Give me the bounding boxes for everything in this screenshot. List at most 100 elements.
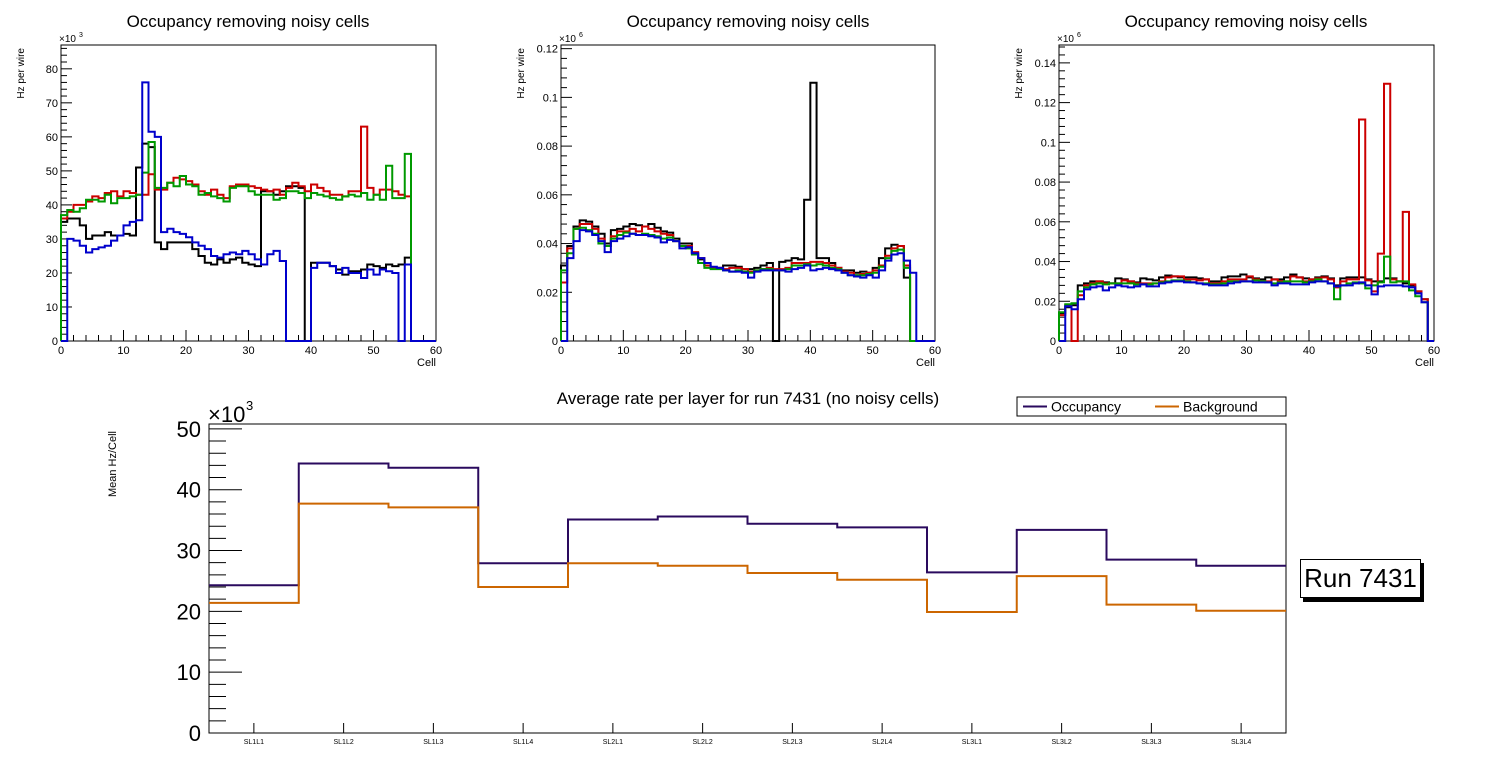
- x-axis-label: Cell: [1415, 357, 1434, 369]
- legend-label-background: Background: [1183, 399, 1258, 415]
- x-tick-label: 0: [1056, 345, 1062, 357]
- y-tick-label: 10: [46, 302, 58, 314]
- x-category-label: SL3L1: [962, 739, 982, 746]
- x-tick-label: 60: [929, 345, 941, 357]
- y-tick-label: 0.04: [1035, 257, 1056, 269]
- x-tick-label: 20: [1178, 345, 1190, 357]
- y-axis-label: Mean Hz/Cell: [107, 431, 119, 497]
- legend-label-occupancy: Occupancy: [1051, 399, 1121, 415]
- series-black-line: [60, 142, 436, 342]
- x-category-label: SL1L1: [244, 739, 264, 746]
- y-tick-label: 50: [46, 166, 58, 178]
- x-category-label: SL1L2: [334, 739, 354, 746]
- y-exponent-label: 3: [246, 398, 253, 413]
- y-tick-label: 0.12: [1035, 98, 1056, 110]
- x-tick-label: 60: [430, 345, 442, 357]
- y-tick-label: 60: [46, 132, 58, 144]
- y-axis-label: Hz per wire: [516, 48, 527, 99]
- y-exponent-label: 6: [579, 32, 583, 39]
- x-category-label: SL1L3: [423, 739, 443, 746]
- y-tick-label: 0.14: [1035, 58, 1056, 70]
- y-multiplier-label: ×10: [208, 402, 245, 427]
- y-tick-label: 40: [177, 478, 201, 503]
- series-occupancy-line: [209, 462, 1286, 587]
- x-axis-label: Cell: [916, 357, 935, 369]
- series-red-line: [1058, 82, 1434, 342]
- y-tick-label: 0.1: [1041, 137, 1056, 149]
- y-tick-label: 0: [189, 721, 201, 746]
- y-tick-label: 0.08: [537, 141, 558, 153]
- series-green-line: [560, 226, 935, 342]
- series-blue-line: [1059, 280, 1434, 342]
- x-tick-label: 40: [1303, 345, 1315, 357]
- series-black-line: [560, 81, 935, 342]
- series-green-line: [1058, 255, 1434, 342]
- x-tick-label: 30: [742, 345, 754, 357]
- y-axis-label: Hz per wire: [1014, 48, 1025, 99]
- series-blue-line: [61, 81, 436, 342]
- run-annotation-box: Run 7431: [1300, 559, 1421, 598]
- y-tick-label: 50: [177, 417, 201, 442]
- y-tick-label: 40: [46, 200, 58, 212]
- run-annotation-text: Run 7431: [1304, 563, 1417, 593]
- x-tick-label: 60: [1428, 345, 1440, 357]
- y-tick-label: 0.12: [537, 44, 558, 56]
- y-tick-label: 0.02: [537, 287, 558, 299]
- series-blue-line: [561, 229, 935, 342]
- x-category-label: SL2L2: [693, 739, 713, 746]
- x-tick-label: 0: [58, 345, 64, 357]
- y-tick-label: 20: [177, 599, 201, 624]
- plot1-title: Occupancy removing noisy cells: [127, 12, 370, 31]
- plot2-frame: [560, 44, 936, 342]
- x-tick-label: 20: [680, 345, 692, 357]
- x-tick-label: 10: [117, 345, 129, 357]
- series-green-line: [60, 140, 436, 342]
- y-tick-label: 70: [46, 98, 58, 110]
- x-axis-label: Cell: [417, 357, 436, 369]
- x-category-label: SL2L4: [872, 739, 892, 746]
- x-tick-label: 50: [367, 345, 379, 357]
- y-tick-label: 10: [177, 660, 201, 685]
- y-exponent-label: 6: [1077, 32, 1081, 39]
- x-category-label: SL2L3: [782, 739, 802, 746]
- y-tick-label: 0.06: [537, 190, 558, 202]
- plot2-title: Occupancy removing noisy cells: [627, 12, 870, 31]
- summary-frame: [208, 423, 1287, 734]
- y-multiplier-label: ×10: [559, 34, 576, 45]
- y-tick-label: 0.1: [543, 92, 558, 104]
- x-tick-label: 0: [558, 345, 564, 357]
- plot3-title: Occupancy removing noisy cells: [1125, 12, 1368, 31]
- y-tick-label: 0.04: [537, 239, 558, 251]
- y-tick-label: 0.02: [1035, 296, 1056, 308]
- y-tick-label: 0: [552, 336, 558, 348]
- y-tick-label: 30: [46, 234, 58, 246]
- x-tick-label: 30: [242, 345, 254, 357]
- y-tick-label: 0: [52, 336, 58, 348]
- x-tick-label: 50: [1365, 345, 1377, 357]
- series-red-line: [60, 125, 436, 342]
- x-category-label: SL1L4: [513, 739, 533, 746]
- y-multiplier-label: ×10: [1057, 34, 1074, 45]
- series-red-line: [560, 223, 935, 342]
- x-category-label: SL3L3: [1141, 739, 1161, 746]
- y-tick-label: 0.08: [1035, 177, 1056, 189]
- x-tick-label: 10: [1115, 345, 1127, 357]
- x-tick-label: 30: [1240, 345, 1252, 357]
- y-tick-label: 30: [177, 539, 201, 564]
- y-axis-label: Hz per wire: [16, 48, 27, 99]
- plot3-frame: [1058, 44, 1435, 342]
- y-tick-label: 80: [46, 64, 58, 76]
- y-tick-label: 0.06: [1035, 217, 1056, 229]
- y-multiplier-label: ×10: [59, 34, 76, 45]
- x-category-label: SL3L2: [1052, 739, 1072, 746]
- y-tick-label: 20: [46, 268, 58, 280]
- x-tick-label: 20: [180, 345, 192, 357]
- x-tick-label: 40: [804, 345, 816, 357]
- x-category-label: SL2L1: [603, 739, 623, 746]
- y-exponent-label: 3: [79, 32, 83, 39]
- x-tick-label: 50: [867, 345, 879, 357]
- legend-box: [1016, 396, 1287, 417]
- x-tick-label: 40: [305, 345, 317, 357]
- series-background-line: [209, 502, 1286, 613]
